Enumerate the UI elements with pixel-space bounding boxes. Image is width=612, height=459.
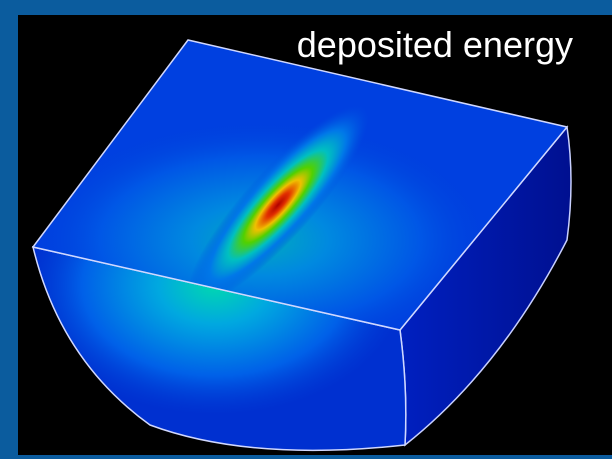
page: {"title": "deposited energy"} xyxy=(0,0,612,459)
title: deposited energy xyxy=(297,24,573,65)
slide: deposited energy xyxy=(0,0,612,459)
